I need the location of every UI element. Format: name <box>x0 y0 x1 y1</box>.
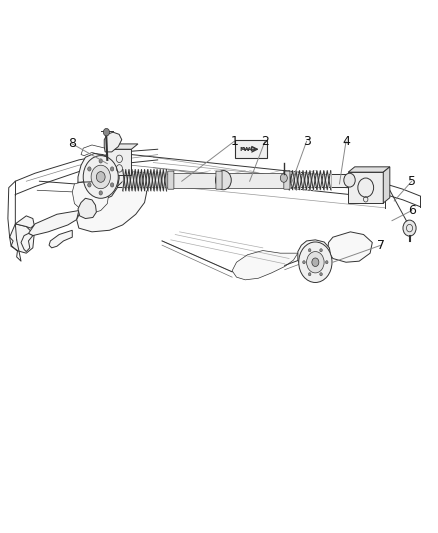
Polygon shape <box>328 232 372 262</box>
Circle shape <box>320 248 322 252</box>
Circle shape <box>308 273 311 276</box>
Text: 4: 4 <box>342 135 350 148</box>
Text: 7: 7 <box>377 239 385 252</box>
FancyBboxPatch shape <box>216 171 222 189</box>
Circle shape <box>99 159 102 163</box>
Circle shape <box>403 220 416 236</box>
Polygon shape <box>15 216 34 228</box>
Polygon shape <box>348 167 390 172</box>
Circle shape <box>325 261 328 264</box>
Circle shape <box>320 273 322 276</box>
Circle shape <box>303 261 305 264</box>
Circle shape <box>88 183 91 187</box>
Polygon shape <box>72 180 109 213</box>
FancyBboxPatch shape <box>348 172 383 203</box>
Polygon shape <box>78 154 119 200</box>
FancyBboxPatch shape <box>171 173 287 188</box>
Circle shape <box>83 156 118 198</box>
Polygon shape <box>78 198 96 219</box>
Polygon shape <box>21 233 33 252</box>
Text: 8: 8 <box>68 138 76 150</box>
Polygon shape <box>49 230 72 248</box>
Circle shape <box>299 242 332 282</box>
Circle shape <box>110 183 114 187</box>
Circle shape <box>308 248 311 252</box>
Circle shape <box>88 167 91 171</box>
Polygon shape <box>298 240 331 272</box>
FancyBboxPatch shape <box>107 149 131 175</box>
Circle shape <box>96 172 105 182</box>
Text: 1: 1 <box>230 135 238 148</box>
Text: 5: 5 <box>408 175 416 188</box>
Circle shape <box>99 191 102 195</box>
Circle shape <box>103 128 110 136</box>
Circle shape <box>91 165 110 189</box>
Circle shape <box>102 173 113 187</box>
Polygon shape <box>107 144 138 149</box>
Circle shape <box>307 252 324 273</box>
FancyBboxPatch shape <box>284 171 290 189</box>
Circle shape <box>280 174 287 182</box>
Text: 6: 6 <box>408 204 416 217</box>
Polygon shape <box>77 179 147 232</box>
Circle shape <box>110 167 114 171</box>
Polygon shape <box>383 167 390 203</box>
Circle shape <box>215 171 231 190</box>
Polygon shape <box>28 211 79 236</box>
Polygon shape <box>104 132 122 152</box>
Circle shape <box>344 173 355 187</box>
FancyBboxPatch shape <box>168 171 174 189</box>
Polygon shape <box>10 224 34 253</box>
Text: 2: 2 <box>261 135 269 148</box>
Polygon shape <box>232 251 298 280</box>
FancyBboxPatch shape <box>235 140 267 158</box>
Circle shape <box>312 258 319 266</box>
Text: 3: 3 <box>303 135 311 148</box>
Text: FWD: FWD <box>239 147 256 152</box>
